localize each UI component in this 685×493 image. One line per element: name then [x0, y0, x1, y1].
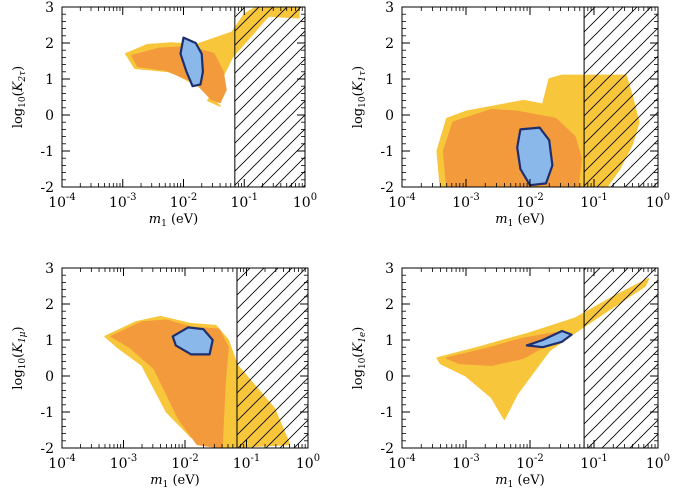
x-tick-label: 100: [293, 192, 317, 211]
excluded-region-hatch: [584, 268, 658, 448]
y-tick-label: 2: [385, 297, 394, 313]
scatter-region-3: [516, 126, 554, 187]
scatter-region-3: [171, 326, 214, 356]
x-tick-label: 10-4: [388, 192, 416, 211]
plot-frame: [401, 267, 659, 449]
axis-ticks: [61, 7, 306, 188]
y-tick-label: 1: [45, 333, 54, 349]
y-tick-label: -2: [380, 180, 394, 196]
x-axis-label: m1 (eV): [150, 473, 199, 490]
y-tick-label: -1: [40, 405, 54, 421]
y-axis-label: log10(K2τ): [11, 66, 28, 128]
y-tick-label: 1: [45, 72, 54, 88]
x-tick-label: 10-1: [233, 453, 261, 472]
excluded-region-hatch: [234, 7, 305, 187]
y-tick-label: 3: [385, 0, 394, 16]
scatter-region-3: [179, 36, 204, 88]
x-tick-label: 10-3: [109, 192, 137, 211]
y-tick-label: 1: [385, 333, 394, 349]
data-layer: [125, 7, 300, 107]
x-tick-label: 10-1: [580, 453, 608, 472]
x-axis-label: m1 (eV): [495, 212, 544, 229]
plot-frame: [401, 6, 659, 188]
excluded-region-hatch: [236, 268, 308, 448]
y-tick-label: -1: [380, 405, 394, 421]
x-tick-label: 100: [646, 453, 670, 472]
x-tick-label: 10-4: [48, 453, 76, 472]
scatter-region-2: [131, 45, 227, 104]
scatter-region-3: [525, 329, 573, 349]
x-tick-label: 100: [296, 453, 320, 472]
y-tick-label: 0: [45, 369, 54, 385]
y-tick-label: 3: [45, 261, 54, 277]
x-tick-label: 10-2: [516, 453, 544, 472]
y-tick-label: 0: [385, 369, 394, 385]
y-axis-label: log10(K1μ): [11, 326, 28, 389]
x-tick-label: 100: [646, 192, 670, 211]
y-tick-label: 2: [385, 36, 394, 52]
y-tick-label: -1: [40, 144, 54, 160]
x-tick-label: 10-2: [171, 453, 199, 472]
y-tick-label: 3: [385, 261, 394, 277]
excluded-region-hatch: [584, 7, 658, 187]
y-tick-label: 2: [45, 297, 54, 313]
y-tick-label: 1: [385, 72, 394, 88]
y-tick-label: -1: [380, 144, 394, 160]
x-tick-label: 10-4: [48, 192, 76, 211]
x-tick-label: 10-2: [516, 192, 544, 211]
y-tick-label: -2: [40, 441, 54, 457]
x-axis-label: m1 (eV): [149, 212, 198, 229]
x-tick-label: 10-1: [230, 192, 258, 211]
y-tick-label: -2: [40, 180, 54, 196]
plot-frame: [61, 6, 306, 188]
x-tick-label: 10-1: [580, 192, 608, 211]
x-tick-label: 10-4: [388, 453, 416, 472]
x-tick-label: 10-3: [452, 192, 480, 211]
x-axis-label: m1 (eV): [495, 473, 544, 490]
plot-frame: [61, 267, 309, 449]
x-tick-label: 10-3: [110, 453, 138, 472]
x-tick-label: 10-2: [170, 192, 198, 211]
y-axis-label: log10(K1τ): [351, 66, 368, 128]
y-axis-label: log10(K1e): [351, 327, 368, 390]
axis-ticks: [61, 268, 309, 449]
y-tick-label: -2: [380, 441, 394, 457]
y-tick-label: 3: [45, 0, 54, 16]
y-tick-label: 0: [45, 108, 54, 124]
y-tick-label: 0: [385, 108, 394, 124]
y-tick-label: 2: [45, 36, 54, 52]
x-tick-label: 10-3: [452, 453, 480, 472]
